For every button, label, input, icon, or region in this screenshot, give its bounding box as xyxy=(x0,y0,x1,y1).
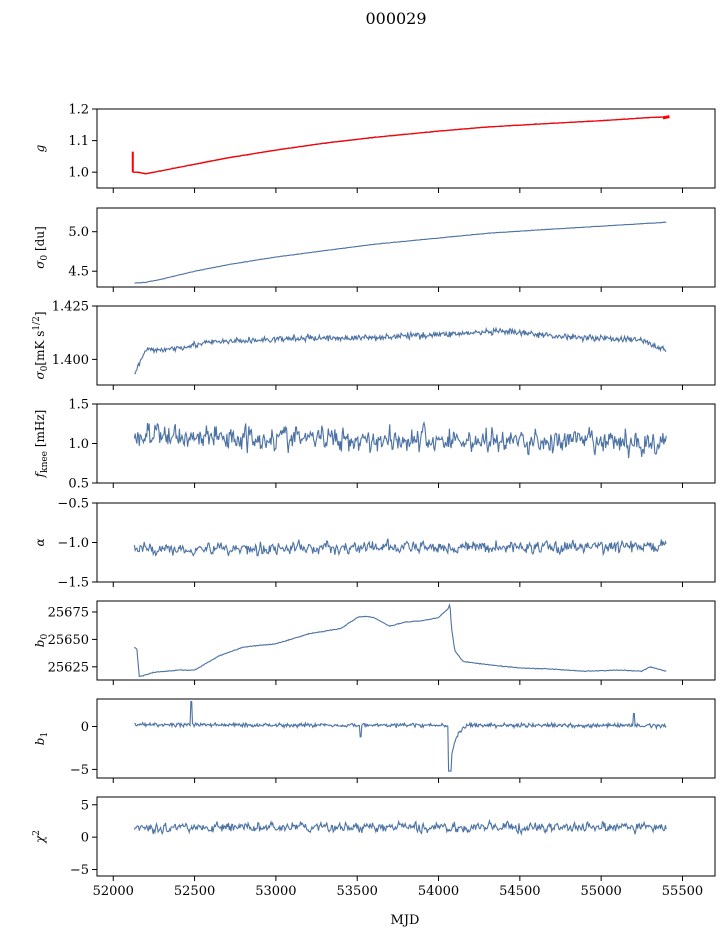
x-tick-label: 53500 xyxy=(337,884,378,899)
series-line-5 xyxy=(133,538,667,557)
y-axis-label: σ0[mK s1/2] xyxy=(32,311,50,379)
y-tick-label: 1.400 xyxy=(52,353,89,368)
y-tick-label: 25625 xyxy=(48,660,89,675)
y-tick-label: 1.1 xyxy=(68,134,89,149)
y-tick-label: 0.5 xyxy=(68,477,89,492)
y-tick-label: 1.0 xyxy=(68,166,89,181)
y-tick-label: 25675 xyxy=(48,605,89,620)
y-tick-label: 1.425 xyxy=(52,300,89,315)
subplot-7: −5 0 b1 xyxy=(33,698,716,783)
figure-title: 000029 xyxy=(365,9,426,28)
y-tick-label: 1.5 xyxy=(68,398,89,413)
series-line-6 xyxy=(134,603,667,678)
series-line-3 xyxy=(134,326,667,375)
y-tick-label: 0 xyxy=(81,831,89,846)
x-tick-label: 55500 xyxy=(662,884,703,899)
series-line-8 xyxy=(133,818,667,836)
y-tick-label: 5 xyxy=(81,798,89,813)
axes-frame xyxy=(96,305,716,386)
axes-frame xyxy=(96,600,716,681)
y-axis-label: g xyxy=(33,144,47,152)
x-tick-label: 55000 xyxy=(580,884,621,899)
x-tick-label: 52500 xyxy=(174,884,215,899)
x-tick-label: 52000 xyxy=(93,884,134,899)
axes-frame xyxy=(96,698,716,779)
series-line-2 xyxy=(134,221,667,284)
y-axis-label: b1 xyxy=(33,732,50,745)
y-axis-label: χ2 xyxy=(32,830,47,844)
subplot-5: −1.5 −1.0 −0.5 α xyxy=(33,497,716,591)
subplot-8: −5 0 5 52000 52500 53000 53500 54000 54500 55000 5… xyxy=(32,796,716,899)
y-tick-label: 4.5 xyxy=(68,265,89,280)
y-tick-label: −1.5 xyxy=(57,576,89,591)
axes-frame xyxy=(96,108,716,189)
y-tick-label: 5.0 xyxy=(68,225,89,240)
x-axis-label: MJD xyxy=(391,913,420,928)
y-axis-label: fknee [mHz] xyxy=(33,410,50,479)
x-tick-label: 54500 xyxy=(499,884,540,899)
y-tick-label: 25650 xyxy=(48,633,89,648)
series-line-7 xyxy=(134,701,667,772)
fit-end-marker xyxy=(662,115,670,120)
series-line-1 xyxy=(132,116,667,175)
x-tick-label: 54000 xyxy=(418,884,459,899)
series-line-4 xyxy=(133,420,667,459)
axes-frame xyxy=(96,207,716,288)
axes-frame xyxy=(96,796,716,877)
y-tick-label: −0.5 xyxy=(57,497,89,512)
y-tick-label: −5 xyxy=(70,763,89,778)
subplot-1: 1.0 1.1 1.2 g xyxy=(33,103,716,193)
y-axis-label: α xyxy=(33,538,47,546)
fit-line xyxy=(132,116,667,175)
y-tick-label: −1.0 xyxy=(57,536,89,551)
y-tick-label: 1.2 xyxy=(68,103,89,118)
y-axis-label: b0 xyxy=(33,634,50,648)
subplot-4: 0.5 1.0 1.5 fknee [mHz] xyxy=(33,398,716,492)
y-tick-label: 1.0 xyxy=(68,437,89,452)
subplot-6: 25625 25650 25675 b0 xyxy=(33,600,716,685)
y-tick-label: −5 xyxy=(70,863,89,878)
subplot-2: 4.5 5.0 σ0 [du] xyxy=(33,207,716,292)
x-tick-label: 53000 xyxy=(255,884,296,899)
y-axis-label: σ0 [du] xyxy=(33,226,50,269)
y-tick-label: 0 xyxy=(81,720,89,735)
